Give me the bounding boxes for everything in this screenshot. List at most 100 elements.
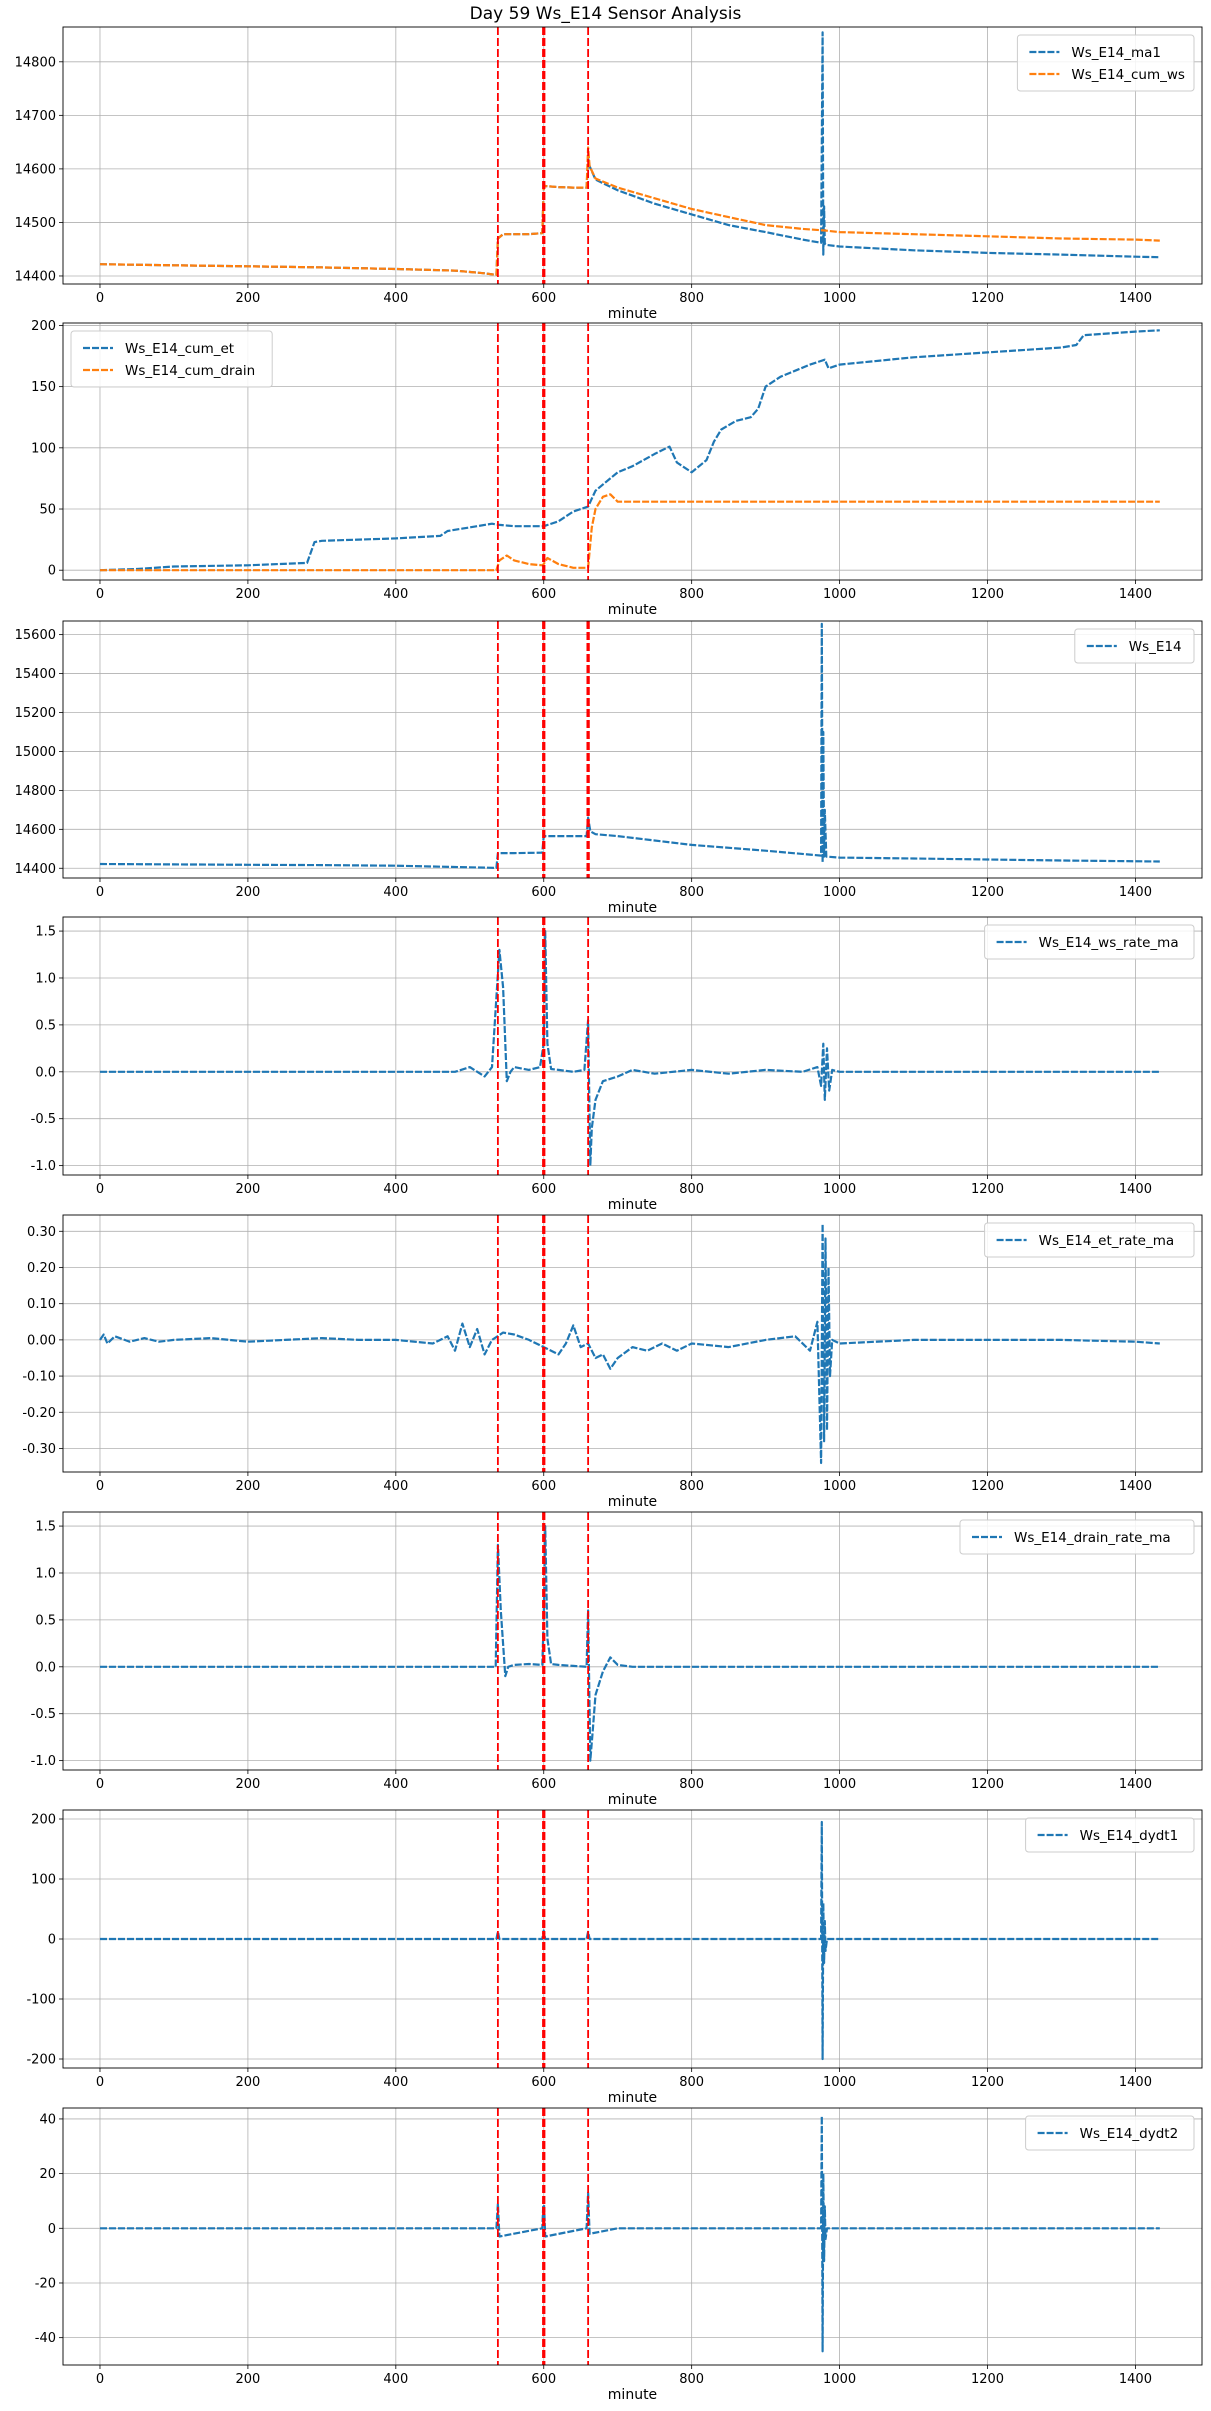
x-tick-label: 1000	[823, 291, 856, 306]
y-tick-label: 200	[31, 319, 56, 334]
x-tick-label: 200	[235, 1777, 260, 1792]
y-tick-label: -0.30	[22, 1442, 56, 1457]
x-tick-label: 600	[531, 1479, 556, 1494]
y-tick-label: 200	[31, 1813, 56, 1828]
chart-panel-8: 0 200 400 600 800 1000 1200 1400 -40 -20 0 20 40 minu…	[35, 2107, 1203, 2403]
x-tick-label: 200	[235, 1479, 260, 1494]
y-tick-label: -40	[35, 2331, 56, 2346]
legend: Ws_E14	[1074, 628, 1195, 664]
x-tick-label: 200	[235, 2372, 260, 2387]
chart-panel-5: 0 200 400 600 800 1000 1200 1400 -0.30 -0.20 -0.10…	[22, 1214, 1203, 1510]
x-tick-label: 1000	[823, 1479, 856, 1494]
plot-frame	[62, 620, 1203, 879]
y-tick-label: 0	[48, 564, 56, 579]
chart-panel-2: 0 200 400 600 800 1000 1200 1400 0 50 100 150 200 min…	[31, 319, 1203, 618]
x-tick-label: 1400	[1119, 2372, 1152, 2387]
y-tick-label: -1.0	[31, 1159, 56, 1174]
legend: Ws_E14_drain_rate_ma	[959, 1519, 1195, 1555]
x-tick-label: 1200	[971, 1182, 1004, 1197]
x-tick-label: 800	[679, 2372, 704, 2387]
y-tick-label: 0	[48, 1933, 56, 1948]
y-tick-label: -1.0	[31, 1754, 56, 1769]
plot-frame	[62, 1214, 1203, 1473]
chart-panel-1: 0 200 400 600 800 1000 1200 1400 14400 14500 14600…	[15, 26, 1203, 322]
x-tick-label: 800	[679, 1182, 704, 1197]
legend: Ws_E14_cum_et Ws_E14_cum_drain	[70, 330, 273, 388]
legend-entry: Ws_E14_cum_drain	[125, 363, 255, 379]
x-tick-label: 600	[531, 1777, 556, 1792]
legend-box	[1074, 628, 1195, 664]
x-tick-label: 1400	[1119, 1777, 1152, 1792]
series-line-Ws_E14_cum_ws	[99, 146, 1160, 276]
y-tick-label: 0.00	[27, 1333, 56, 1348]
x-tick-label: 400	[383, 1182, 408, 1197]
legend: Ws_E14_ma1 Ws_E14_cum_ws	[1016, 34, 1195, 92]
x-tick-label: 1200	[971, 885, 1004, 900]
y-tick-label: -0.5	[31, 1707, 56, 1722]
y-tick-label: 14500	[15, 216, 56, 231]
x-tick-label: 1200	[971, 1777, 1004, 1792]
x-tick-label: 1000	[823, 1777, 856, 1792]
y-tick-label: 100	[31, 1873, 56, 1888]
series-line-Ws_E14	[99, 622, 1160, 870]
x-axis-label: minute	[608, 306, 657, 322]
x-tick-label: 1400	[1119, 587, 1152, 602]
y-tick-label: -0.10	[22, 1370, 56, 1385]
y-tick-label: 15200	[15, 706, 56, 721]
plot-frame	[62, 26, 1203, 285]
y-tick-label: 14600	[15, 823, 56, 838]
x-tick-label: 600	[531, 2075, 556, 2090]
x-tick-label: 200	[235, 291, 260, 306]
y-tick-label: -200	[26, 2053, 56, 2068]
x-tick-label: 400	[383, 291, 408, 306]
x-tick-label: 600	[531, 291, 556, 306]
chart-panel-4: 0 200 400 600 800 1000 1200 1400 -1.0 -0.5 0.0 0.5 1…	[31, 916, 1203, 1213]
y-tick-label: 40	[39, 2112, 56, 2127]
x-axis-label: minute	[608, 1494, 657, 1510]
x-tick-label: 200	[235, 1182, 260, 1197]
y-tick-label: 15400	[15, 667, 56, 682]
legend-box	[1016, 34, 1195, 92]
y-tick-label: 14400	[15, 269, 56, 284]
series-line-Ws_E14_drain_rate_ma	[100, 1524, 1160, 1762]
x-tick-label: 1400	[1119, 885, 1152, 900]
x-axis-label: minute	[608, 2387, 657, 2403]
x-tick-label: 400	[383, 2372, 408, 2387]
figure-title: Day 59 Ws_E14 Sensor Analysis	[469, 4, 742, 24]
x-tick-label: 600	[531, 885, 556, 900]
x-tick-label: 200	[235, 587, 260, 602]
y-tick-label: 0.0	[35, 1065, 56, 1080]
x-tick-label: 800	[679, 587, 704, 602]
y-tick-label: -0.20	[22, 1406, 56, 1421]
legend: Ws_E14_ws_rate_ma	[984, 924, 1195, 960]
legend-entry: Ws_E14_ma1	[1071, 45, 1161, 61]
x-tick-label: 400	[383, 1479, 408, 1494]
y-tick-label: 14700	[15, 109, 56, 124]
x-axis-label: minute	[608, 2090, 657, 2106]
plot-frame	[62, 2107, 1203, 2366]
y-tick-label: 0.5	[35, 1018, 56, 1033]
y-tick-label: 14400	[15, 862, 56, 877]
y-tick-label: -20	[35, 2276, 56, 2291]
series-line-Ws_E14_et_rate_ma	[99, 1222, 1160, 1465]
legend-box	[70, 330, 273, 388]
y-tick-label: 15000	[15, 745, 56, 760]
x-tick-label: 400	[383, 1777, 408, 1792]
plot-frame	[62, 322, 1203, 581]
x-tick-label: 1400	[1119, 1479, 1152, 1494]
y-tick-label: 0	[48, 2222, 56, 2237]
x-axis-label: minute	[608, 602, 657, 618]
plot-frame	[62, 1511, 1203, 1771]
x-tick-label: 1000	[823, 587, 856, 602]
legend-entry: Ws_E14_et_rate_ma	[1039, 1233, 1175, 1249]
x-tick-label: 0	[96, 2075, 104, 2090]
x-tick-label: 600	[531, 2372, 556, 2387]
x-tick-label: 1000	[823, 2075, 856, 2090]
y-tick-label: 50	[39, 503, 56, 518]
x-tick-label: 0	[96, 885, 104, 900]
series-line-Ws_E14_ws_rate_ma	[100, 929, 1160, 1167]
y-tick-label: -100	[26, 1993, 56, 2008]
legend-entry: Ws_E14_drain_rate_ma	[1014, 1530, 1171, 1546]
y-tick-label: 1.5	[35, 1520, 56, 1535]
